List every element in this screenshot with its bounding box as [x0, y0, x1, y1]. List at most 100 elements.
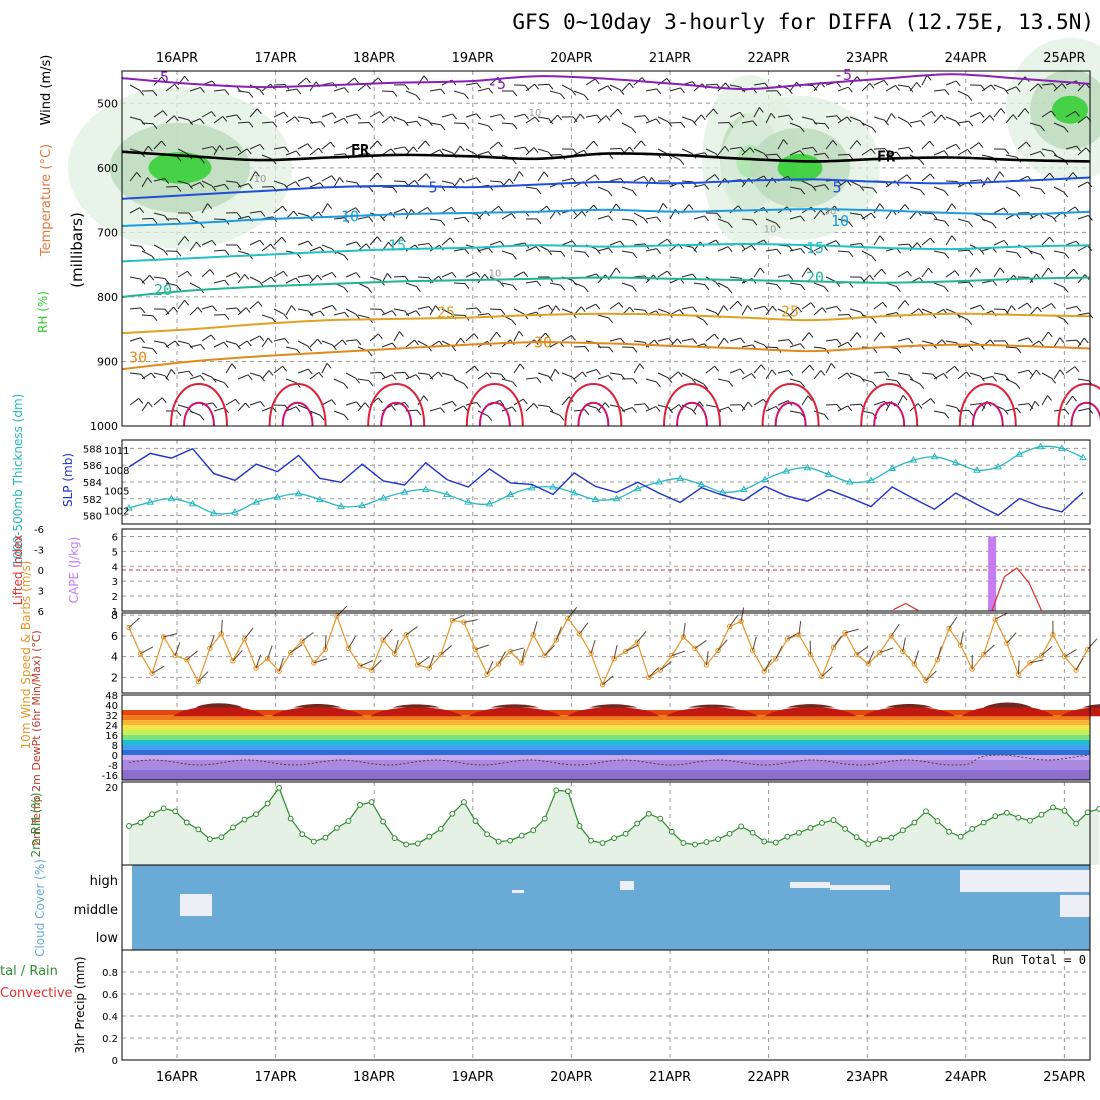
wind-speed-line — [128, 614, 1089, 687]
wind-barb — [345, 401, 357, 406]
wind-barb-flag — [1063, 318, 1069, 325]
wind-barb-flag — [140, 337, 145, 344]
wind-barb-flag — [378, 397, 383, 404]
wind-barb-flag — [584, 346, 590, 352]
wind-barb-flag — [439, 149, 445, 156]
slp-tick-label: 1008 — [104, 466, 129, 477]
wind-barb-10m — [590, 639, 596, 654]
wind-speed-point — [784, 636, 791, 642]
wind-barb — [1041, 395, 1048, 406]
temp-color-band — [122, 720, 1090, 725]
wind-barb-flag — [643, 175, 649, 182]
wind-barb — [225, 146, 237, 150]
wind-barb-flag — [331, 175, 336, 181]
wind-barb-flag — [812, 147, 818, 153]
wind-barb-flag — [907, 121, 913, 128]
rh-point — [126, 823, 132, 829]
rh-point — [611, 835, 617, 842]
rh2m-axis-label: 2m RH (%) — [29, 792, 43, 857]
wind-barb — [1053, 154, 1065, 161]
wind-barb — [201, 180, 213, 187]
wind-barb-flag — [164, 278, 170, 284]
wind-barb — [729, 368, 741, 374]
wind-barb-flag — [475, 272, 481, 278]
wind-barb-flag — [571, 89, 577, 96]
wind-barb — [993, 267, 1001, 278]
isotherm-label: 25 — [781, 302, 799, 320]
wind-barb — [837, 341, 849, 348]
wind-barb — [273, 308, 285, 315]
wind-barb — [129, 148, 141, 153]
wind-barb — [1053, 122, 1065, 128]
isotherm-hot-loop-inner — [281, 401, 314, 427]
wind-barb-flag — [629, 82, 634, 89]
wind-barb-flag — [908, 147, 914, 153]
wind-barb — [441, 308, 452, 315]
wind-barb-10m — [521, 649, 526, 663]
temp-max-core — [885, 703, 934, 708]
wind-barb-10m — [879, 647, 894, 653]
wind-barb — [165, 369, 172, 380]
wind-barb — [177, 270, 188, 278]
wind-barb — [237, 90, 249, 93]
wind-barb-flag — [1050, 110, 1056, 117]
wind-barb — [789, 247, 801, 252]
isotherm-25 — [121, 312, 1091, 335]
wind-barb-flag — [823, 286, 829, 293]
wind-barb — [633, 212, 644, 219]
wind-barb-flag — [212, 305, 217, 312]
isotherm-label: 5 — [832, 178, 841, 196]
wind-barb-10m — [428, 654, 435, 669]
wind-barb — [345, 143, 357, 150]
wind-barb-flag — [593, 140, 599, 147]
wind-barb-flag — [1024, 108, 1030, 114]
wind-barb-flag — [245, 402, 250, 409]
thickness-point — [315, 495, 324, 503]
wind-barb-flag — [680, 122, 686, 128]
wind-barb-flag — [896, 380, 902, 387]
isotherm-hot-loop — [663, 383, 721, 427]
wind-barb-flag — [512, 123, 518, 130]
wind-barb-flag — [990, 84, 996, 91]
wind-speed-point — [334, 613, 340, 619]
wind-barb — [1077, 337, 1085, 348]
wind-barb — [249, 210, 261, 214]
wind-barb — [573, 113, 581, 124]
wind-speed-point — [184, 657, 190, 663]
wind-barb-flag — [691, 377, 697, 384]
wind-barb-flag — [534, 83, 539, 90]
wind-barb-flag — [248, 183, 253, 189]
li-tick-label: -3 — [34, 546, 44, 557]
wind-barb — [609, 372, 621, 375]
bottom-date-label: 25APR — [1043, 1070, 1085, 1085]
wind-barb — [333, 378, 345, 385]
wind-barb — [729, 205, 739, 214]
wind-barb — [285, 406, 297, 412]
wind-barb — [177, 299, 186, 310]
wind-barb — [909, 120, 921, 124]
wind-barb — [141, 274, 151, 284]
wind-barb-flag — [872, 187, 878, 194]
wind-barb-flag — [943, 190, 949, 197]
top-date-label: 19APR — [452, 51, 494, 66]
rh-point — [796, 829, 802, 836]
wind-barb-flag — [295, 277, 301, 284]
wind-barb-flag — [954, 270, 960, 276]
wind-barb — [729, 276, 741, 279]
wind-barb-10m — [717, 639, 728, 651]
thickness-point — [782, 467, 791, 474]
wind-barb-flag — [1059, 369, 1065, 376]
thickness-point — [845, 478, 854, 485]
wind-barb — [525, 147, 535, 156]
wind-barb — [693, 378, 705, 385]
wind-barb — [621, 218, 633, 221]
cloud-clear-patch — [620, 881, 634, 890]
wind-barb-flag — [464, 93, 469, 100]
wind-barb-flag — [870, 212, 876, 219]
wind-barb — [417, 305, 429, 310]
wind-barb — [501, 378, 513, 383]
wind-barb-flag — [662, 202, 668, 209]
wind-barb-flag — [512, 254, 517, 260]
wind-barb — [849, 372, 861, 378]
